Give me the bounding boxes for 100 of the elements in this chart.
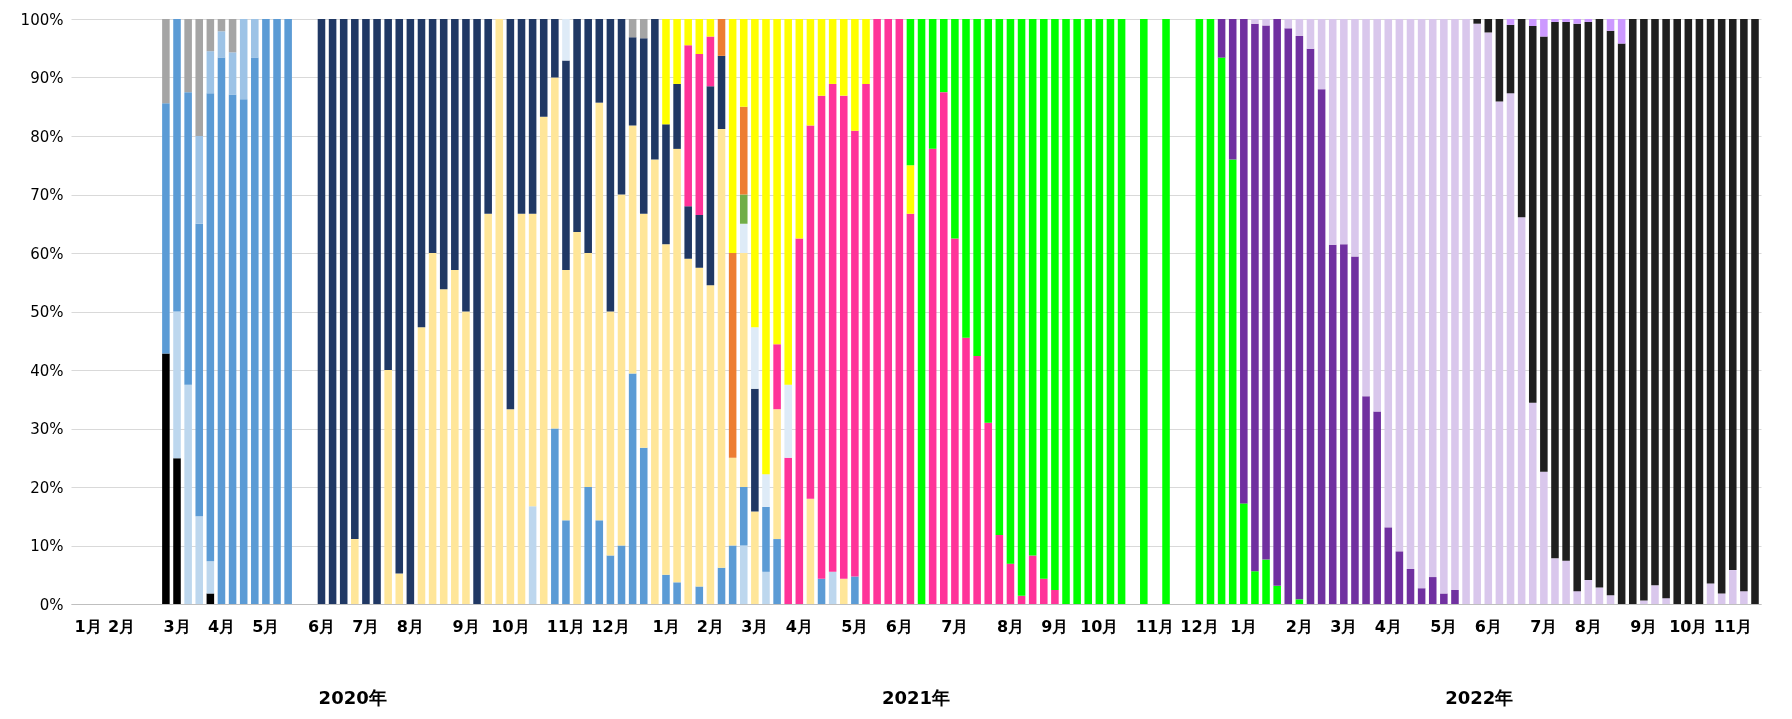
bar (173, 19, 181, 312)
bar (662, 574, 670, 604)
bar (973, 355, 981, 604)
bar (706, 86, 715, 286)
bar (584, 19, 592, 253)
y-tick-label: 60% (30, 244, 64, 263)
bar (217, 19, 226, 32)
bar (517, 213, 526, 604)
bar (895, 19, 904, 604)
bar (1284, 19, 1293, 29)
bar (884, 19, 892, 604)
bar (206, 561, 215, 594)
bar (239, 99, 248, 604)
bar (428, 19, 437, 253)
bar (1729, 19, 1737, 571)
bar (628, 19, 637, 38)
bar (617, 19, 626, 195)
bar (1640, 19, 1648, 601)
y-tick-label: 90% (30, 69, 64, 87)
bar (395, 573, 404, 604)
bar (1628, 19, 1637, 604)
bar (551, 19, 559, 78)
x-tick-label: 11月 (1713, 616, 1752, 636)
bar (628, 125, 637, 374)
bar (628, 37, 637, 126)
bar (539, 116, 548, 604)
bar (784, 19, 792, 385)
bar (217, 57, 226, 604)
bar (1140, 19, 1148, 604)
bar (1340, 19, 1348, 245)
bar (462, 19, 470, 312)
bar (339, 19, 348, 604)
bar (739, 106, 748, 195)
bar (484, 19, 492, 214)
bar (328, 19, 337, 604)
bar (1640, 600, 1648, 604)
bar (762, 506, 770, 572)
bar (1606, 19, 1615, 31)
text: 2020年 (318, 687, 387, 708)
bar (528, 213, 537, 507)
bar (806, 19, 815, 126)
y-tick-label: 10% (30, 537, 64, 555)
bar (1328, 19, 1337, 245)
bar (1251, 23, 1259, 572)
bar (1017, 19, 1026, 596)
bar (1095, 19, 1104, 604)
bar (839, 578, 848, 604)
x-tick-label: 10月 (1669, 616, 1708, 636)
bar (851, 576, 859, 604)
bar (1740, 591, 1748, 604)
bar (184, 384, 192, 604)
bar (606, 555, 615, 604)
x-tick-label: 5月 (1430, 616, 1458, 636)
bar (173, 458, 181, 604)
bar (795, 19, 804, 239)
bar (1017, 595, 1026, 604)
bar (1706, 583, 1715, 604)
bar (984, 422, 993, 604)
bar (862, 83, 870, 604)
bar (1506, 93, 1515, 604)
bar (706, 36, 715, 87)
bar (1351, 19, 1359, 257)
bar (1573, 23, 1581, 592)
bar (484, 213, 492, 604)
bar (206, 51, 215, 94)
bar (1384, 19, 1393, 528)
bar (1540, 36, 1548, 472)
bar (1306, 19, 1315, 49)
bar (940, 92, 948, 604)
bar (739, 545, 748, 604)
bar (1362, 396, 1370, 604)
bar (1217, 19, 1226, 58)
bar (728, 545, 737, 604)
bar (1262, 19, 1270, 26)
x-tick-label: 9月 (1630, 616, 1658, 636)
bar (1517, 19, 1526, 218)
bar (773, 19, 781, 345)
bar (962, 337, 970, 604)
bar (673, 83, 681, 149)
bar (1573, 19, 1581, 24)
bar (1295, 599, 1304, 604)
bar (739, 19, 748, 107)
bar (1473, 19, 1481, 24)
y-tick-label: 80% (30, 127, 64, 146)
bar (1651, 19, 1659, 586)
bar (1506, 19, 1515, 25)
bar (662, 124, 670, 245)
bar (1506, 24, 1515, 94)
bar (251, 19, 259, 58)
bar (717, 55, 726, 129)
bar (639, 19, 648, 39)
bar (1295, 35, 1304, 600)
bar (506, 409, 515, 604)
bar (1162, 19, 1170, 604)
bar (1617, 43, 1626, 604)
bar (828, 571, 837, 604)
x-tick-label: 8月 (396, 616, 424, 636)
bar (695, 267, 704, 587)
bar (373, 19, 381, 604)
bar (973, 19, 981, 356)
